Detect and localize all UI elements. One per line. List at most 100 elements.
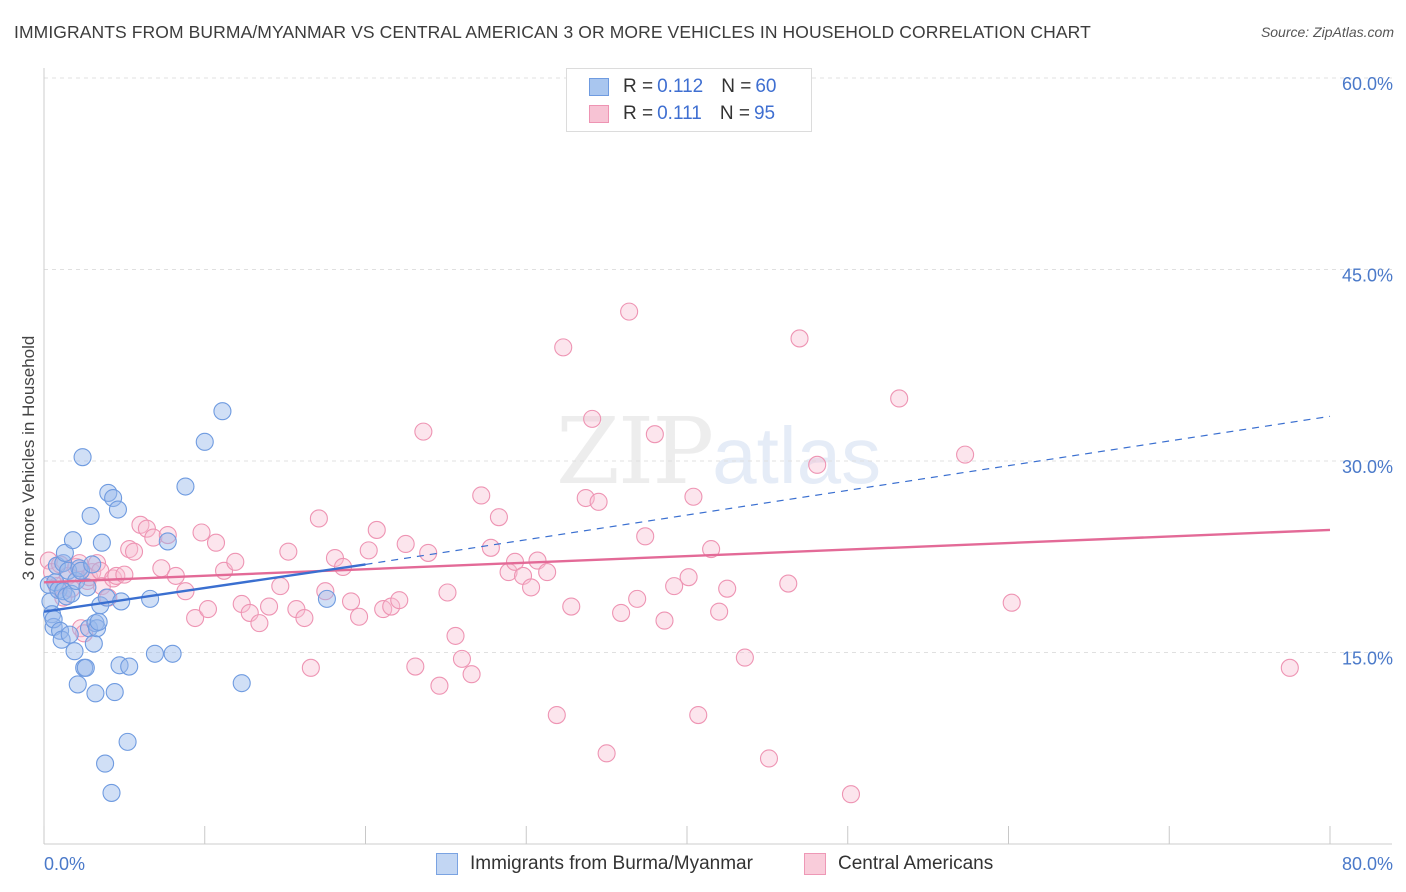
point-central-american [779, 574, 798, 593]
point-central-american [446, 626, 465, 645]
point-burma [76, 658, 95, 677]
point-burma [87, 619, 107, 638]
point-burma [118, 732, 137, 751]
point-central-american [158, 525, 177, 545]
bottom-legend-label-burma: Immigrants from Burma/Myanmar [470, 853, 753, 874]
point-burma [83, 555, 102, 574]
bottom-legend-swatch-burma [436, 853, 458, 875]
point-central-american [562, 597, 581, 616]
point-central-american [665, 577, 684, 596]
point-burma [99, 483, 118, 502]
point-central-american [597, 744, 616, 763]
x-tick-label: 80.0% [1342, 854, 1393, 874]
bottom-legend-swatch-central-american [804, 853, 826, 875]
point-central-american [612, 603, 631, 622]
legend-r-value: 0.112 [657, 76, 704, 97]
point-central-american [271, 577, 290, 596]
legend-r-label: R = [623, 103, 654, 124]
point-central-american [250, 614, 269, 633]
point-central-american [890, 389, 909, 408]
point-central-american [472, 486, 491, 505]
point-central-american [198, 600, 218, 619]
point-central-american [679, 568, 698, 587]
point-central-american [1002, 593, 1021, 612]
point-burma [78, 578, 97, 597]
point-central-american [645, 425, 664, 444]
point-central-american [301, 658, 320, 677]
point-central-american [438, 583, 457, 602]
point-burma [145, 644, 164, 663]
point-central-american [309, 509, 328, 528]
watermark-atlas: atlas [712, 411, 882, 500]
point-central-american [956, 445, 975, 464]
point-central-american [702, 540, 721, 559]
point-burma [105, 683, 124, 702]
point-central-american [589, 492, 608, 511]
point-central-american [430, 676, 449, 695]
point-central-american [124, 542, 144, 561]
y-axis-label: 3 or more Vehicles in Household [19, 336, 38, 581]
y-tick-label: 30.0% [1342, 457, 1393, 477]
point-burma [89, 612, 108, 631]
series-burma [39, 402, 336, 802]
point-central-american [341, 592, 361, 611]
point-burma [232, 674, 251, 693]
point-burma [73, 448, 92, 467]
bottom-legend-label-central-american: Central Americans [838, 853, 994, 874]
point-burma [158, 532, 177, 551]
point-central-american [406, 657, 425, 676]
point-central-american [481, 538, 500, 557]
point-central-american [522, 578, 541, 597]
y-tick-label: 15.0% [1342, 649, 1393, 669]
point-central-american [620, 302, 639, 321]
point-central-american [735, 648, 754, 667]
y-tick-label: 60.0% [1342, 74, 1393, 94]
point-central-american [350, 607, 369, 626]
point-central-american [137, 519, 156, 538]
trendline-burma-extension [365, 415, 1331, 566]
point-burma [86, 684, 105, 703]
point-central-american [1280, 658, 1299, 677]
point-central-american [684, 487, 703, 506]
point-central-american [419, 543, 438, 562]
point-central-american [144, 528, 163, 547]
point-burma [55, 543, 74, 562]
y-tick-label: 45.0% [1342, 266, 1393, 286]
point-central-american [547, 706, 566, 725]
trendline-burma [43, 563, 366, 613]
legend-r-value: 0.111 [657, 103, 702, 124]
legend-swatch-central-american [589, 105, 609, 123]
point-central-american [226, 552, 245, 571]
point-burma [51, 621, 70, 640]
point-burma [110, 656, 129, 675]
point-burma [65, 642, 84, 661]
point-burma [176, 477, 195, 496]
point-central-american [710, 602, 729, 621]
point-central-american [538, 563, 557, 582]
point-burma [96, 754, 115, 773]
point-central-american [414, 422, 433, 441]
point-burma [71, 561, 91, 580]
legend-row-burma: R = 0.112 N = 60 [589, 75, 777, 99]
point-central-american [120, 540, 139, 559]
point-central-american [115, 565, 134, 584]
trendline-central-american [43, 528, 1331, 584]
point-central-american [636, 527, 655, 546]
point-burma [163, 644, 182, 663]
bottom-legend-central-american: Central Americans [804, 852, 993, 876]
legend-n-label: N = [721, 76, 752, 97]
source-label: Source: ZipAtlas.com [1260, 24, 1394, 40]
point-central-american [390, 591, 409, 610]
point-central-american [808, 455, 827, 474]
point-burma [141, 589, 160, 608]
watermark-zip: ZIP [556, 398, 714, 505]
point-central-american [718, 579, 737, 598]
point-central-american [367, 520, 386, 539]
bottom-legend-burma: Immigrants from Burma/Myanmar [436, 852, 753, 876]
point-central-american [628, 589, 647, 608]
legend-n-label: N = [719, 103, 750, 124]
point-burma [68, 675, 87, 694]
point-central-american [259, 597, 279, 616]
point-burma [92, 533, 111, 552]
